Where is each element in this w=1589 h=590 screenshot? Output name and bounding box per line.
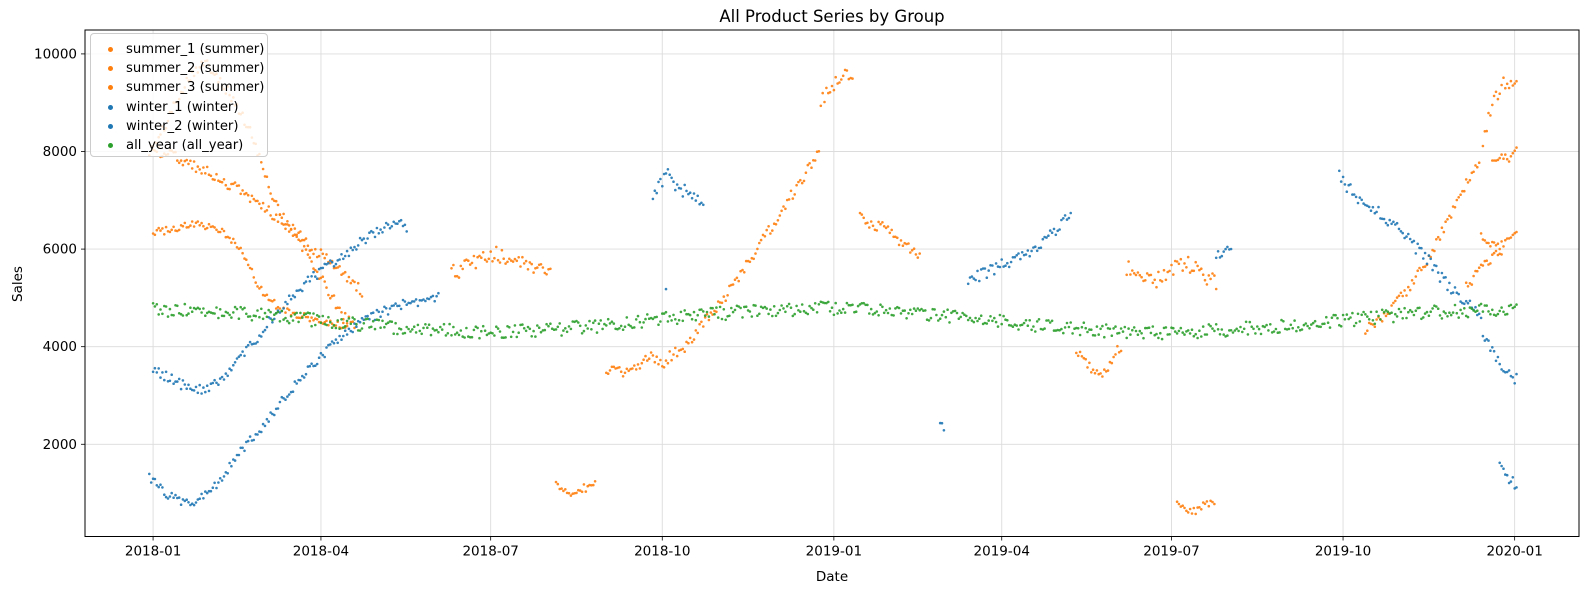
x-tick-label: 2018-07 (462, 544, 518, 560)
x-tick-label: 2018-04 (293, 544, 349, 560)
y-tick-label: 2000 (43, 437, 77, 453)
legend: summer_1 (summer) summer_2 (summer) summer… (90, 33, 268, 157)
legend-item-all_year: all_year (all_year) (91, 136, 267, 155)
legend-marker-icon (108, 143, 113, 149)
legend-item-label: summer_3 (summer) (126, 80, 265, 96)
scatter-points-winter_1 (151, 168, 1518, 395)
legend-marker-icon (108, 123, 113, 129)
legend-item-winter_2: winter_2 (winter) (91, 117, 267, 136)
legend-item-summer_3: summer_3 (summer) (91, 78, 267, 97)
y-tick-label: 8000 (43, 144, 77, 160)
x-tick-label: 2019-04 (974, 544, 1030, 560)
legend-item-label: summer_2 (summer) (126, 61, 265, 77)
scatter-points-winter_2 (148, 211, 1518, 507)
x-tick-label: 2018-01 (125, 544, 181, 560)
x-axis-label: Date (815, 569, 849, 585)
legend-item-winter_1: winter_1 (winter) (91, 98, 267, 117)
x-tick-label: 2019-07 (1143, 544, 1199, 560)
x-tick-label: 2018-10 (634, 544, 690, 560)
x-tick-label: 2020-01 (1486, 544, 1542, 560)
x-tick-label: 2019-01 (806, 544, 862, 560)
legend-marker-icon (108, 47, 113, 53)
legend-marker-icon (108, 104, 113, 110)
legend-marker-icon (108, 66, 113, 72)
chart-title: All Product Series by Group (719, 7, 945, 26)
scatter-points-summer_3 (151, 220, 1518, 516)
legend-item-label: winter_2 (winter) (126, 118, 239, 134)
scatter-points-summer_1 (148, 59, 1518, 378)
legend-item-label: all_year (all_year) (126, 138, 244, 154)
axis-ticks (81, 53, 1516, 541)
legend-item-summer_2: summer_2 (summer) (91, 59, 267, 78)
y-tick-label: 4000 (43, 339, 77, 355)
y-axis-label: Sales (10, 266, 26, 302)
plot-spines (84, 29, 1580, 537)
scatter-points-all_year (151, 300, 1518, 341)
y-tick-label: 6000 (43, 242, 77, 258)
axis-tick-labels: 2018-01 2018-04 2018-07 2018-10 2019-01 2019-… (34, 46, 1543, 559)
legend-item-summer_1: summer_1 (summer) (91, 40, 267, 59)
y-tick-label: 10000 (34, 46, 77, 62)
x-tick-label: 2019-10 (1315, 544, 1371, 560)
legend-item-label: summer_1 (summer) (126, 42, 265, 58)
scatter-points-summer_2 (151, 145, 1518, 298)
grid-lines (85, 30, 1579, 537)
legend-marker-icon (108, 85, 113, 91)
legend-item-label: winter_1 (winter) (126, 99, 239, 115)
